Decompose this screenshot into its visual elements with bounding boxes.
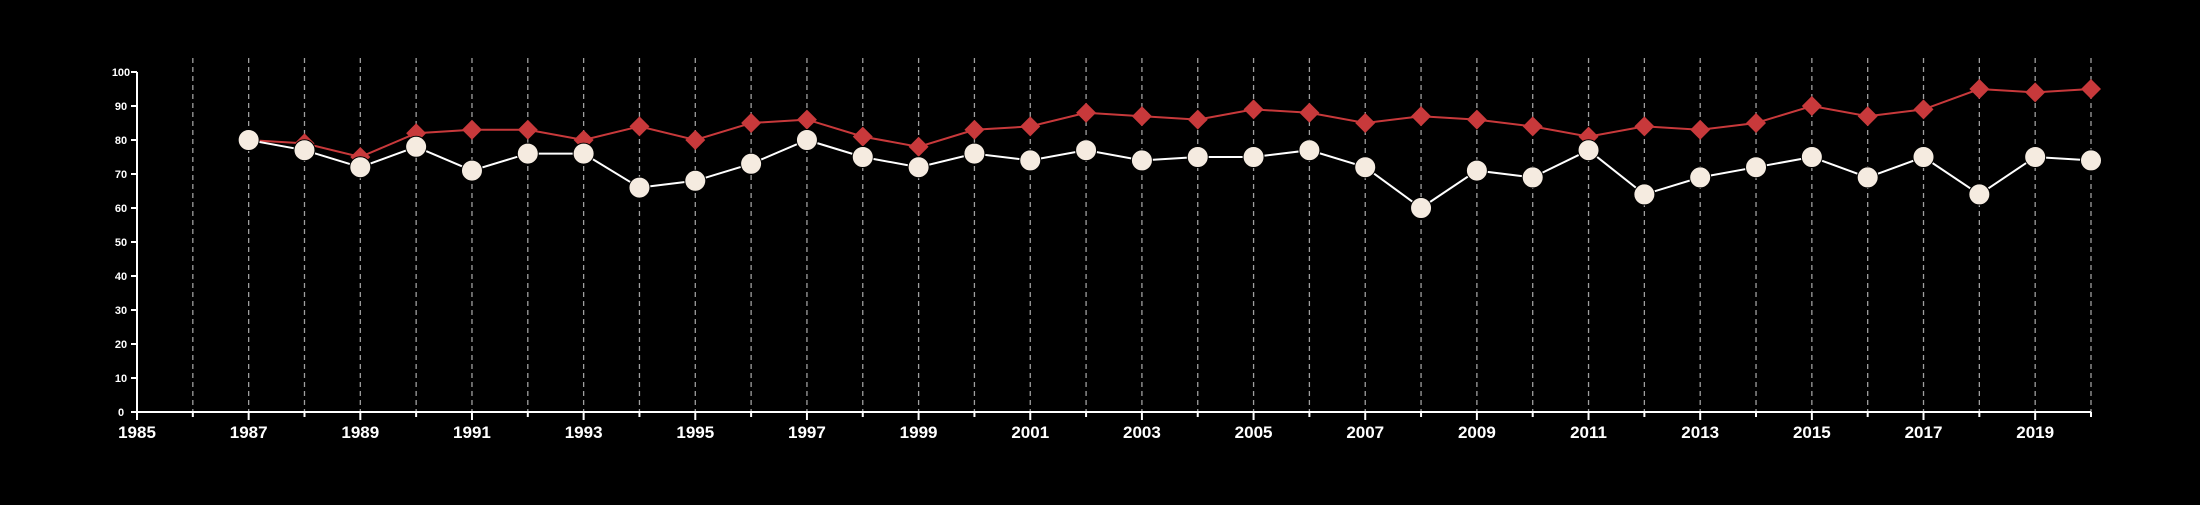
data-point-circle xyxy=(1521,166,1544,189)
data-point-circle xyxy=(1633,183,1656,206)
data-point-diamond xyxy=(1690,119,1711,140)
y-tick-label: 60 xyxy=(115,203,127,215)
y-tick-label: 50 xyxy=(115,237,127,249)
x-tick-label: 2017 xyxy=(1905,423,1943,442)
y-tick-label: 40 xyxy=(115,271,127,283)
data-point-circle xyxy=(1856,166,1879,189)
data-point-circle xyxy=(1298,139,1321,162)
data-point-circle xyxy=(795,129,818,151)
data-point-diamond xyxy=(908,136,929,157)
data-point-diamond xyxy=(1187,109,1208,130)
data-point-diamond xyxy=(1522,116,1543,137)
data-point-circle xyxy=(851,146,874,168)
data-point-circle xyxy=(628,176,651,199)
x-tick-label: 1997 xyxy=(788,423,826,442)
series-line xyxy=(248,87,2092,159)
x-tick-label: 2003 xyxy=(1123,423,1161,442)
data-point-circle xyxy=(572,142,595,165)
x-tick-label: 2005 xyxy=(1235,423,1273,442)
data-point-diamond xyxy=(1801,96,1822,116)
x-tick-label: 1991 xyxy=(453,423,491,442)
data-point-circle xyxy=(1410,197,1433,219)
data-point-circle xyxy=(1912,146,1935,168)
data-point-diamond xyxy=(1020,116,1041,137)
data-point-diamond xyxy=(1746,113,1767,133)
data-point-circle xyxy=(1075,139,1098,162)
data-point-circle xyxy=(1968,183,1991,206)
x-tick-label: 2001 xyxy=(1011,423,1049,442)
series-line xyxy=(248,138,2092,210)
axes: 0 10 20 30 40 50 60 70 80 90 100 1985 1987 1989 1991 19… xyxy=(112,67,2092,442)
x-tick-label: 2007 xyxy=(1346,423,1384,442)
data-point-diamond xyxy=(685,130,706,150)
data-point-circle xyxy=(2024,146,2047,168)
y-tick-label: 80 xyxy=(115,135,127,147)
data-point-circle xyxy=(1689,166,1712,189)
y-tick-label: 70 xyxy=(115,169,127,181)
data-point-circle xyxy=(1354,156,1377,179)
series-1 xyxy=(238,79,2101,167)
data-point-diamond xyxy=(517,119,538,140)
data-point-diamond xyxy=(1969,79,1990,99)
data-point-circle xyxy=(1465,159,1488,182)
x-tick-label: 1993 xyxy=(565,423,603,442)
data-point-diamond xyxy=(2081,79,2101,99)
data-point-circle xyxy=(516,142,539,165)
data-point-diamond xyxy=(629,116,650,137)
data-point-circle xyxy=(460,159,483,182)
x-tick-label: 1989 xyxy=(341,423,379,442)
y-tick-label: 0 xyxy=(118,407,124,419)
data-point-circle xyxy=(684,169,707,192)
data-point-circle xyxy=(1130,149,1153,172)
x-tick-label: 2009 xyxy=(1458,423,1496,442)
data-point-circle xyxy=(405,135,428,158)
data-point-circle xyxy=(1800,146,1823,168)
data-point-diamond xyxy=(852,126,873,147)
data-point-diamond xyxy=(461,119,482,140)
data-point-diamond xyxy=(796,109,817,130)
data-point-circle xyxy=(963,142,986,165)
data-point-circle xyxy=(349,156,372,179)
x-tick-label: 2019 xyxy=(2016,423,2054,442)
series-2 xyxy=(237,129,2102,219)
data-point-circle xyxy=(293,139,316,162)
data-point-circle xyxy=(1577,139,1600,162)
y-tick-label: 30 xyxy=(115,305,127,317)
y-tick-label: 20 xyxy=(115,339,127,351)
data-point-circle xyxy=(1019,149,1042,172)
data-point-diamond xyxy=(1913,99,1934,120)
data-point-diamond xyxy=(1466,109,1487,130)
data-point-diamond xyxy=(1299,102,1320,123)
data-point-circle xyxy=(740,152,763,175)
x-tick-label: 2013 xyxy=(1681,423,1719,442)
data-point-diamond xyxy=(964,119,985,140)
data-point-circle xyxy=(237,129,260,151)
y-tick-label: 100 xyxy=(112,67,130,79)
y-tick-label: 10 xyxy=(115,373,127,385)
x-tick-label: 2015 xyxy=(1793,423,1831,442)
series-group xyxy=(237,79,2102,219)
y-tick-label: 90 xyxy=(115,101,127,113)
data-point-diamond xyxy=(1634,116,1655,137)
data-point-circle xyxy=(2080,149,2102,172)
data-point-circle xyxy=(1242,146,1265,168)
data-point-diamond xyxy=(2025,82,2046,103)
x-tick-label: 1999 xyxy=(900,423,938,442)
x-tick-label: 1995 xyxy=(676,423,714,442)
data-point-circle xyxy=(907,156,930,179)
data-point-circle xyxy=(1745,156,1768,179)
data-point-diamond xyxy=(1857,106,1878,127)
x-tick-label: 2011 xyxy=(1570,423,1607,442)
data-point-diamond xyxy=(1411,106,1432,127)
data-point-diamond xyxy=(1355,113,1376,133)
data-point-diamond xyxy=(1131,106,1152,127)
data-point-circle xyxy=(1186,146,1209,168)
x-tick-label: 1985 xyxy=(118,423,156,442)
x-tick-label: 1987 xyxy=(230,423,268,442)
data-point-diamond xyxy=(1076,102,1097,123)
data-point-diamond xyxy=(1243,99,1264,120)
data-point-diamond xyxy=(741,113,762,133)
